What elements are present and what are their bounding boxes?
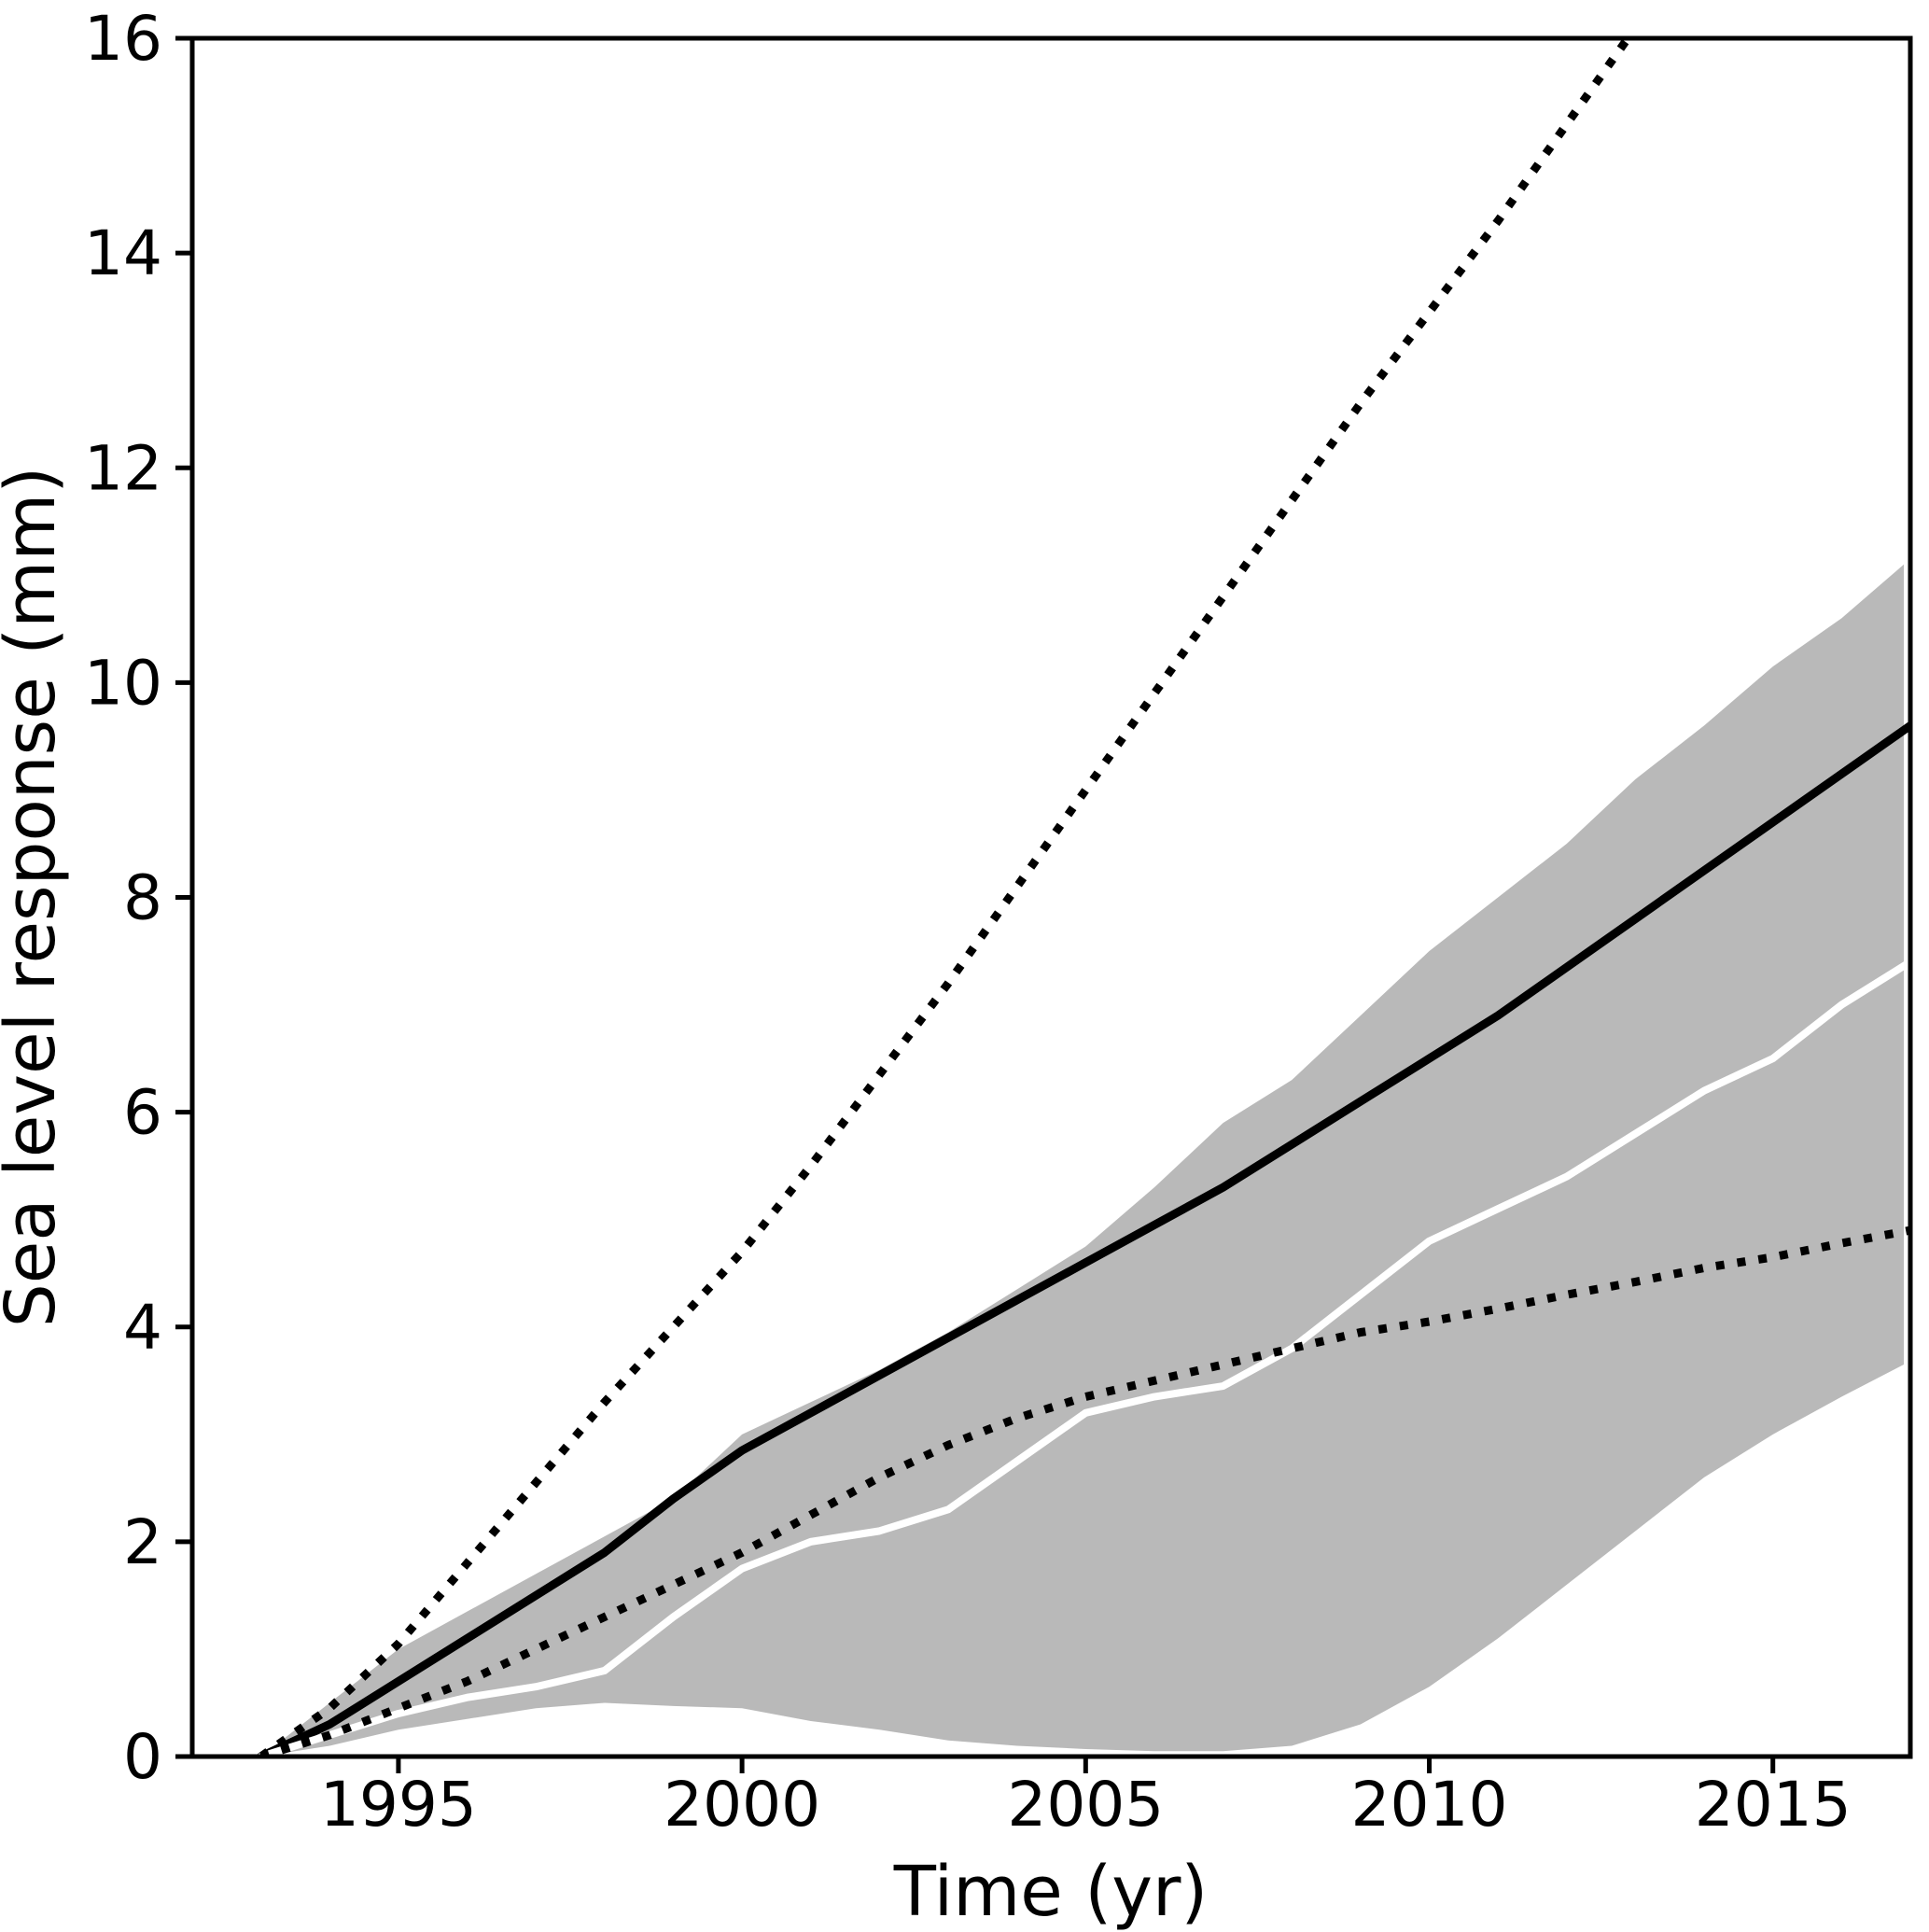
y-tick-label: 12 — [84, 432, 162, 504]
y-axis-label: Sea level response (mm) — [0, 467, 71, 1327]
y-tick-label: 16 — [84, 3, 162, 75]
x-axis-label: Time (yr) — [893, 1852, 1209, 1932]
uncertainty-band-group — [260, 564, 1904, 1757]
y-tick-label: 10 — [84, 647, 162, 719]
x-tick-label: 1995 — [320, 1769, 477, 1841]
lower-dotted-projection-line — [259, 1225, 1910, 1757]
x-tick-label: 2005 — [1007, 1769, 1164, 1841]
y-tick-label: 4 — [123, 1292, 162, 1364]
model-mean-solid-line — [257, 721, 1910, 1757]
uncertainty-band — [260, 564, 1904, 1757]
y-tick-label: 6 — [123, 1077, 162, 1149]
y-tick-label: 2 — [123, 1506, 162, 1578]
x-tick-label: 2015 — [1695, 1769, 1852, 1841]
x-tick-label: 2010 — [1351, 1769, 1508, 1841]
observed-white-line — [257, 958, 1910, 1757]
y-tick-label: 14 — [84, 217, 162, 289]
data-lines-group — [257, 38, 1910, 1757]
y-tick-label: 8 — [123, 862, 162, 934]
upper-dotted-projection-line — [259, 38, 1633, 1757]
tick-labels-group: 1995 2000 2005 2010 2015 0 2 4 6 8 10 12 14 16 — [84, 3, 1852, 1841]
y-tick-label: 0 — [123, 1721, 162, 1793]
x-tick-label: 2000 — [664, 1769, 820, 1841]
